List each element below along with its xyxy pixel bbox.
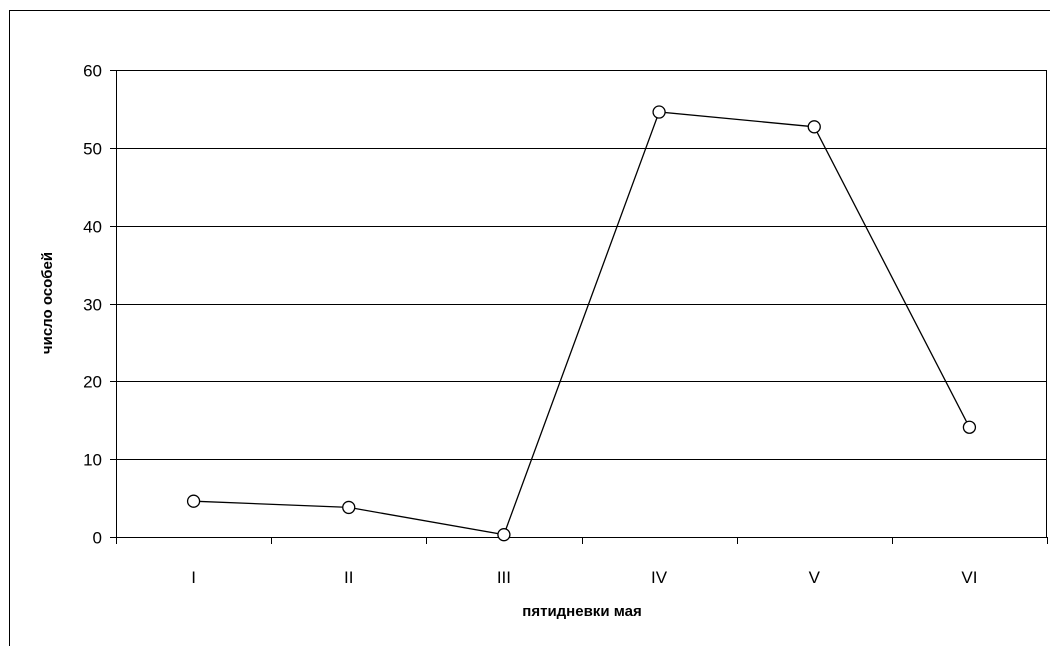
x-tick-label-1: II bbox=[344, 568, 353, 587]
y-tick-label-1: 10 bbox=[83, 451, 102, 470]
y-tick-label-2: 20 bbox=[83, 373, 102, 392]
data-point-0-5 bbox=[962, 420, 977, 434]
x-tick-labels: I II III IV V VI bbox=[191, 568, 977, 587]
x-tick-label-0: I bbox=[191, 568, 196, 587]
data-point-0-4 bbox=[807, 120, 821, 134]
series-line-0 bbox=[193, 111, 970, 536]
data-point-0-1 bbox=[342, 500, 356, 515]
y-tick-labels: 0 10 20 30 40 50 60 bbox=[83, 62, 102, 548]
data-point-0-0 bbox=[186, 494, 201, 508]
y-axis-title: число особей bbox=[39, 252, 56, 354]
x-tick-label-4: V bbox=[809, 568, 821, 587]
y-tick-label-4: 40 bbox=[83, 218, 102, 237]
data-point-0-3 bbox=[652, 105, 666, 119]
y-tick-label-6: 60 bbox=[83, 62, 102, 81]
y-tick-label-0: 0 bbox=[93, 529, 102, 548]
x-tick-label-5: VI bbox=[961, 568, 977, 587]
grid-lines bbox=[116, 70, 1047, 460]
x-tick-label-3: IV bbox=[651, 568, 668, 587]
x-tick-label-2: III bbox=[497, 568, 511, 587]
x-axis-title: пятидневки мая bbox=[522, 603, 641, 620]
data-point-0-2 bbox=[497, 528, 511, 542]
axes bbox=[110, 70, 1048, 544]
data-series bbox=[186, 105, 977, 542]
chart-frame bbox=[9, 10, 1050, 646]
y-tick-label-5: 50 bbox=[83, 140, 102, 159]
y-tick-label-3: 30 bbox=[83, 296, 102, 315]
